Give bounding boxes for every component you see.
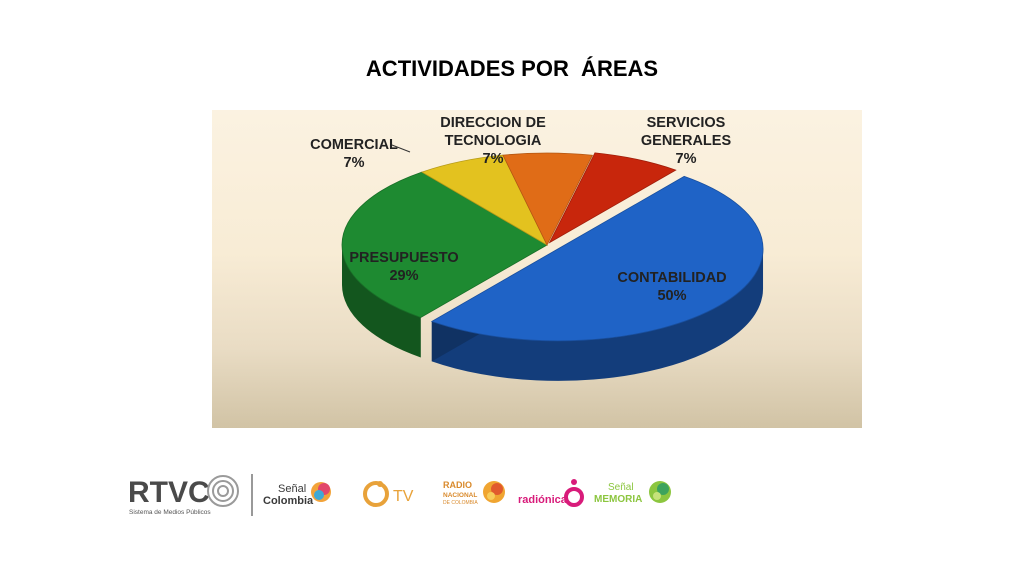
chart-title: ACTIVIDADES POR ÁREAS — [365, 56, 659, 81]
data-label-2: PRESUPUESTO 29% — [349, 250, 458, 284]
tv-ring-icon — [363, 481, 389, 507]
senal-colombia-swirl-icon — [311, 482, 331, 502]
tv-wordmark: TV — [393, 488, 414, 505]
pie-slice-servicios-generales — [548, 152, 677, 244]
senal-memoria-swirl-icon — [649, 481, 671, 503]
senal-colombia-logo: Señal Colombia — [263, 482, 331, 507]
rtvc-subtitle: Sistema de Medios Públicos — [129, 509, 211, 516]
plot-area: CONTABILIDAD 50% PRESUPUESTO 29% COMERCIAL 7%… — [212, 110, 862, 428]
data-label-4: DIRECCION DE TECNOLOGIA 7% — [440, 115, 546, 167]
rtvc-spiral-icon — [207, 475, 239, 507]
radionica-wordmark: radiónica — [518, 494, 568, 506]
logo-bar: RTVC Sistema de Medios Públicos Señal Co… — [128, 474, 671, 516]
pie-slice-contabilidad — [430, 175, 764, 342]
de-colombia-word: DE COLOMBIA — [443, 500, 478, 506]
senal-memoria-senal: Señal — [608, 482, 634, 493]
pie-side-2 — [342, 245, 421, 358]
leader-line-comercial — [391, 144, 411, 153]
tv-logo: TV — [363, 481, 414, 507]
data-label-1: CONTABILIDAD 50% — [617, 270, 726, 304]
senal-memoria-memoria: MEMORIA — [594, 494, 642, 505]
radionica-logo: radiónica — [518, 479, 584, 507]
rtvc-wordmark: RTVC — [128, 476, 210, 509]
pie-slice-presupuesto — [341, 171, 548, 318]
senal-memoria-logo: Señal MEMORIA — [594, 481, 671, 505]
data-label-5: SERVICIOS GENERALES 7% — [641, 115, 732, 167]
rtvc-logo: RTVC Sistema de Medios Públicos — [128, 474, 253, 516]
data-label-3: COMERCIAL 7% — [310, 137, 398, 171]
radionica-ring-icon — [564, 487, 584, 507]
pie-labels: CONTABILIDAD 50% PRESUPUESTO 29% COMERCIAL 7%… — [310, 115, 731, 304]
radio-nacional-swirl-icon — [483, 481, 505, 503]
nacional-word: NACIONAL — [443, 492, 477, 499]
pie-slice-direccion-de-tecnologia — [502, 152, 594, 246]
senal-colombia-senal: Señal — [278, 483, 306, 495]
pie-chart: CONTABILIDAD 50% PRESUPUESTO 29% COMERCIAL 7%… — [310, 115, 764, 381]
radio-nacional-logo: RADIO NACIONAL DE COLOMBIA — [443, 480, 505, 506]
pie-side-1 — [431, 248, 764, 381]
radio-word: RADIO — [443, 480, 472, 490]
senal-colombia-colombia: Colombia — [263, 495, 314, 507]
pie-top-faces — [341, 152, 764, 342]
